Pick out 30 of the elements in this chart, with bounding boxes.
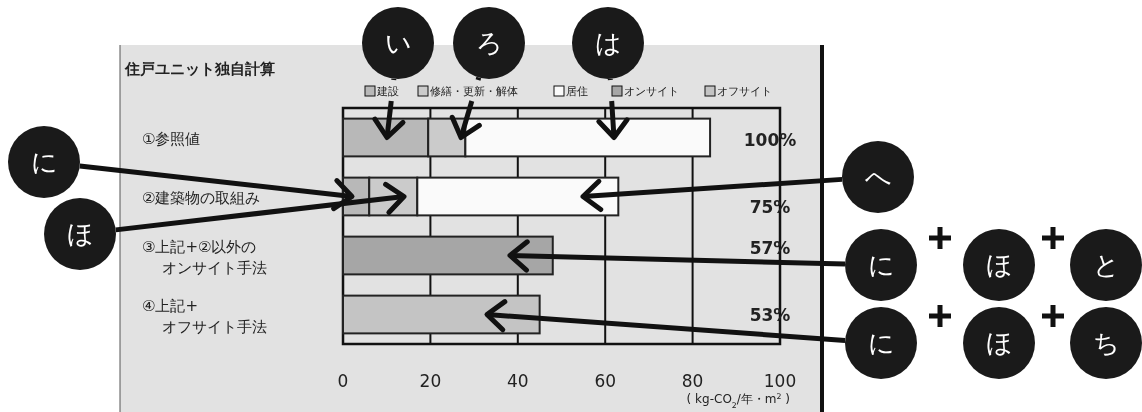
bar xyxy=(342,235,554,276)
text: に xyxy=(867,250,895,280)
text: に xyxy=(30,147,58,177)
legend-label: 居住 xyxy=(566,85,588,98)
text: ほ xyxy=(66,219,94,249)
x-tick-label: 0 xyxy=(337,371,349,391)
y-tick-label: ③上記+②以外のオンサイト手法 xyxy=(142,237,267,277)
x-axis-title: ( kg-CO$_{2}$/年・m$^{2}$ ) xyxy=(686,391,790,410)
text: ほ xyxy=(985,250,1013,280)
text: ほ xyxy=(985,328,1013,358)
legend-label: 修繕・更新・解体 xyxy=(430,85,518,98)
x-tick-label: 100 xyxy=(763,371,797,391)
text: へ xyxy=(864,162,892,192)
x-tick-label: 60 xyxy=(594,371,617,391)
x-tick-label: 20 xyxy=(419,371,442,391)
x-tick-label: 40 xyxy=(506,371,529,391)
text: に xyxy=(867,328,895,358)
y-tick-label: ①参照値 xyxy=(142,129,201,148)
text: い xyxy=(384,28,412,58)
y-tick-label: ④上記+オフサイト手法 xyxy=(142,296,267,336)
legend-label: オンサイト xyxy=(624,85,679,98)
text: ち xyxy=(1092,328,1120,358)
text: ろ xyxy=(475,28,503,58)
legend-label: 建設 xyxy=(376,85,399,98)
text: 住戸ユニット独自計算 xyxy=(124,60,275,78)
y-tick-label: ②建築物の取組み xyxy=(142,188,261,207)
text: は xyxy=(594,28,622,58)
legend-label: オフサイト xyxy=(717,85,772,98)
text: と xyxy=(1092,250,1120,280)
x-tick-label: 80 xyxy=(681,371,704,391)
